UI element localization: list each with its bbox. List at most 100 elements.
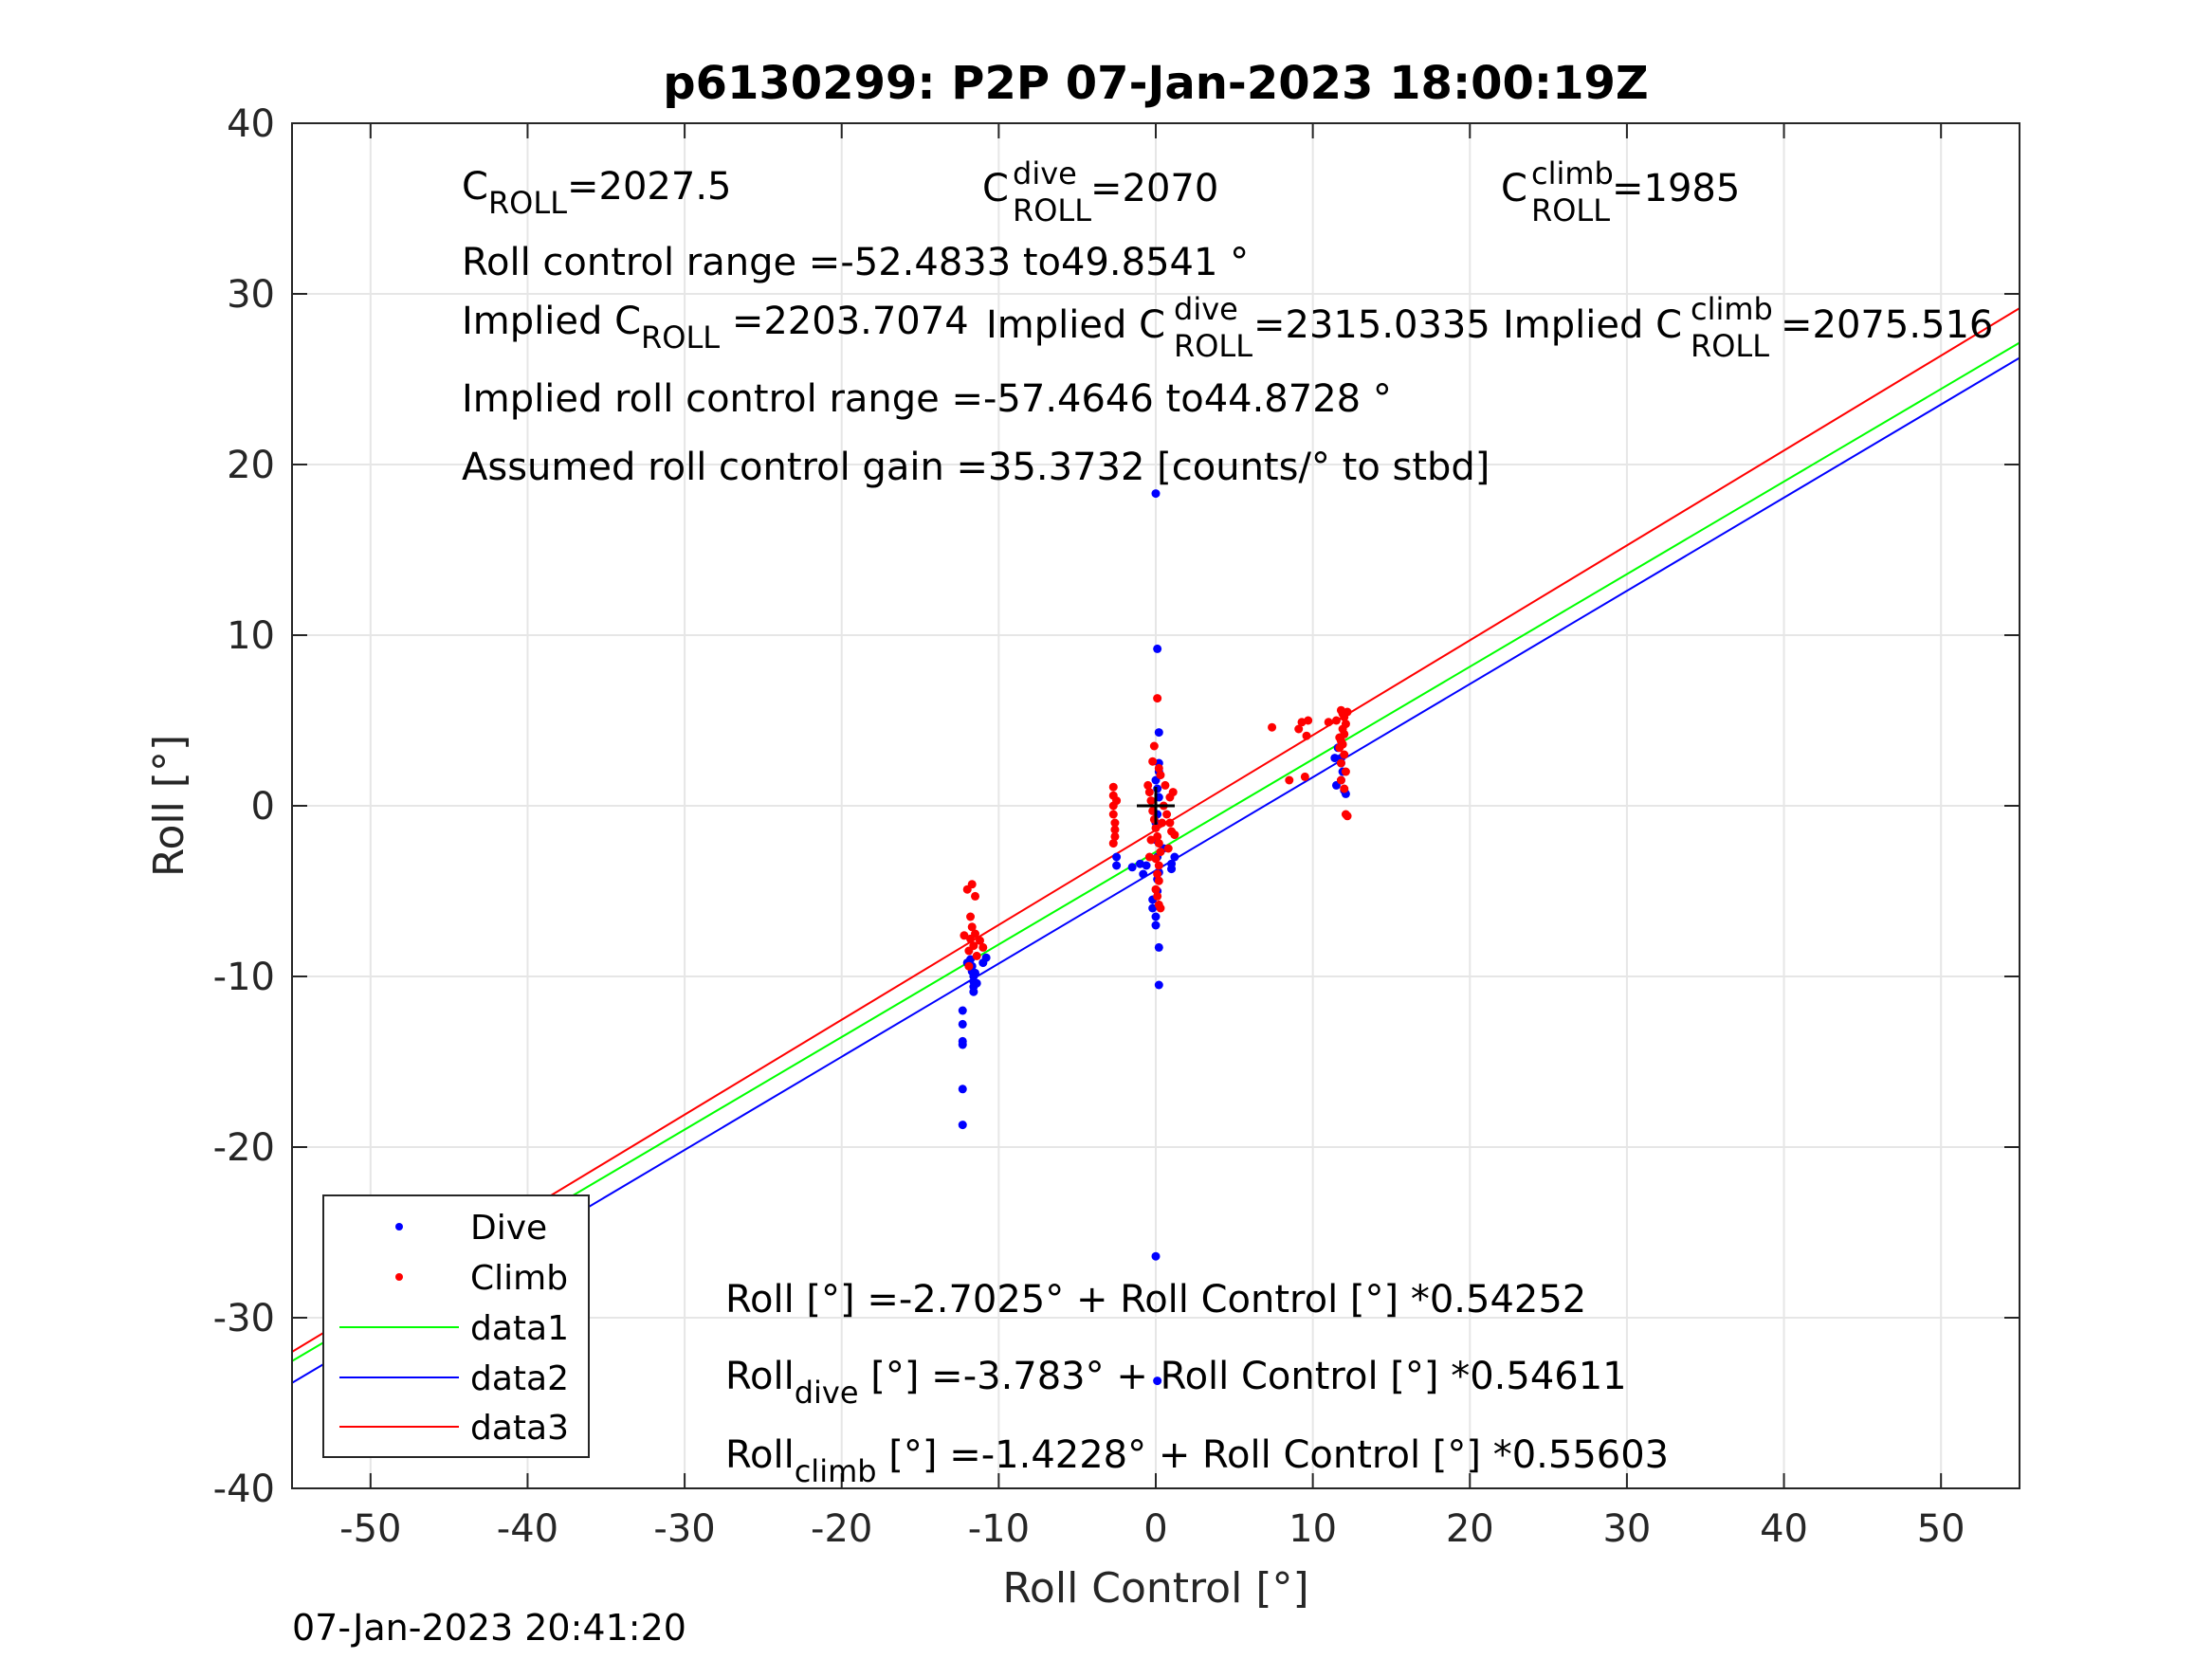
y-tick-label: -40 [213, 1468, 275, 1511]
point-climb [1154, 763, 1163, 773]
point-climb [964, 961, 974, 971]
legend-marker-dive [395, 1223, 403, 1231]
point-dive [981, 953, 991, 962]
annotation-implied-c-roll-climb-sub: ROLL [1691, 328, 1769, 364]
x-tick-label: 10 [1289, 1507, 1337, 1551]
tick-labels: -50 -40 -30 -20 -10 0 10 20 30 40 50 -40 -30 -20 -10 0 1… [213, 102, 1965, 1551]
point-climb [1341, 767, 1350, 776]
point-climb [1144, 852, 1154, 862]
annotation-implied-c-roll: Implied CROLL =2203.7074 [462, 300, 969, 356]
point-climb [972, 951, 981, 960]
point-climb [1110, 818, 1120, 828]
point-climb [964, 946, 974, 956]
x-tick-label: 30 [1602, 1507, 1651, 1551]
point-climb [1112, 796, 1122, 806]
footer-timestamp: 07-Jan-2023 20:41:20 [292, 1607, 686, 1649]
point-dive [1153, 644, 1162, 653]
point-climb [1170, 830, 1179, 840]
annotation-implied-c-roll-climb-value: =2075.516 [1781, 303, 1993, 347]
point-climb [1110, 825, 1120, 834]
point-dive [958, 1036, 967, 1046]
point-climb [1149, 741, 1159, 751]
point-climb [967, 880, 977, 889]
point-climb [1338, 739, 1347, 749]
point-climb [1340, 750, 1349, 759]
x-tick-label: 0 [1143, 1507, 1167, 1551]
point-climb [1331, 716, 1341, 725]
point-dive [1170, 852, 1179, 862]
x-tick-label: 40 [1760, 1507, 1808, 1551]
axis-ticks [292, 122, 2020, 1489]
point-climb [1108, 782, 1118, 792]
point-dive [1151, 489, 1161, 499]
point-climb [1151, 884, 1161, 894]
axes-box [291, 122, 2020, 1489]
point-dive [972, 978, 981, 988]
annotation-c-roll-climb: C [1501, 167, 1527, 210]
y-axis-label: Roll [°] [145, 735, 193, 877]
point-climb [1343, 811, 1352, 821]
annotation-c-roll-climb-sup: climb [1531, 155, 1614, 191]
point-climb [1268, 722, 1277, 732]
point-climb [1156, 848, 1165, 857]
point-climb [966, 934, 976, 943]
annotation-implied-c-roll-climb-sup: climb [1691, 291, 1773, 327]
annotation-c-roll-climb-value: =1985 [1612, 167, 1740, 210]
annotation-roll-range: Roll control range =-52.4833 to49.8541 ° [462, 241, 1249, 284]
point-climb [1146, 835, 1156, 845]
point-dive [1127, 863, 1137, 872]
annotation-c-roll-dive-sub: ROLL [1013, 192, 1091, 228]
point-dive [971, 968, 980, 977]
point-climb [1154, 861, 1163, 870]
x-tick-label: -10 [968, 1507, 1030, 1551]
point-dive [958, 1006, 967, 1015]
point-climb [1153, 869, 1162, 879]
y-tick-label: 30 [227, 273, 275, 317]
point-climb [1156, 771, 1165, 780]
annotation-gain: Assumed roll control gain =35.3732 [coun… [462, 446, 1490, 489]
annotation-implied-c-roll-climb: Implied C [1503, 303, 1682, 347]
point-dive [1154, 980, 1163, 990]
series-line-data1 [291, 341, 2020, 1362]
point-climb [1336, 758, 1345, 768]
annotation-fit-dive: Rolldive [°] =-3.783° + Roll Control [°]… [725, 1355, 1627, 1411]
point-climb [1335, 733, 1344, 742]
point-dive [1330, 754, 1340, 763]
annotation-c-roll-climb-sub: ROLL [1531, 192, 1610, 228]
point-dive [958, 1019, 967, 1029]
point-climb [1300, 772, 1309, 781]
y-tick-label: -30 [213, 1297, 275, 1340]
point-climb [1154, 839, 1163, 848]
point-climb [1340, 784, 1349, 793]
legend: Dive Climb data1 data2 data3 [322, 1194, 590, 1458]
scatter-points [958, 489, 1352, 1386]
point-dive [1151, 912, 1161, 921]
point-dive [1112, 852, 1122, 862]
point-climb [975, 936, 984, 945]
point-climb [1148, 757, 1158, 766]
point-climb [1304, 716, 1313, 725]
point-climb [1153, 831, 1162, 841]
point-dive [1151, 1251, 1161, 1261]
x-tick-label: -30 [653, 1507, 715, 1551]
point-dive [1142, 861, 1151, 870]
point-climb [1162, 810, 1172, 819]
point-climb [1153, 891, 1162, 901]
y-tick-label: -10 [213, 956, 275, 999]
point-climb [1285, 775, 1294, 785]
point-climb [1165, 818, 1175, 828]
annotation-fit-climb: Rollclimb [°] =-1.4228° + Roll Control [… [725, 1433, 1669, 1489]
point-climb [1161, 780, 1170, 790]
annotation-implied-c-roll-dive: Implied C [986, 303, 1165, 347]
point-dive [1167, 865, 1177, 874]
point-climb [966, 912, 976, 921]
point-climb [1108, 810, 1118, 819]
point-climb [1163, 844, 1173, 853]
chart-title: p6130299: P2P 07-Jan-2023 18:00:19Z [663, 57, 1648, 110]
y-tick-label: -20 [213, 1126, 275, 1170]
point-climb [1343, 707, 1352, 717]
point-climb [1324, 718, 1333, 727]
point-dive [1148, 903, 1158, 913]
point-climb [1146, 796, 1156, 806]
point-climb [1158, 818, 1167, 828]
